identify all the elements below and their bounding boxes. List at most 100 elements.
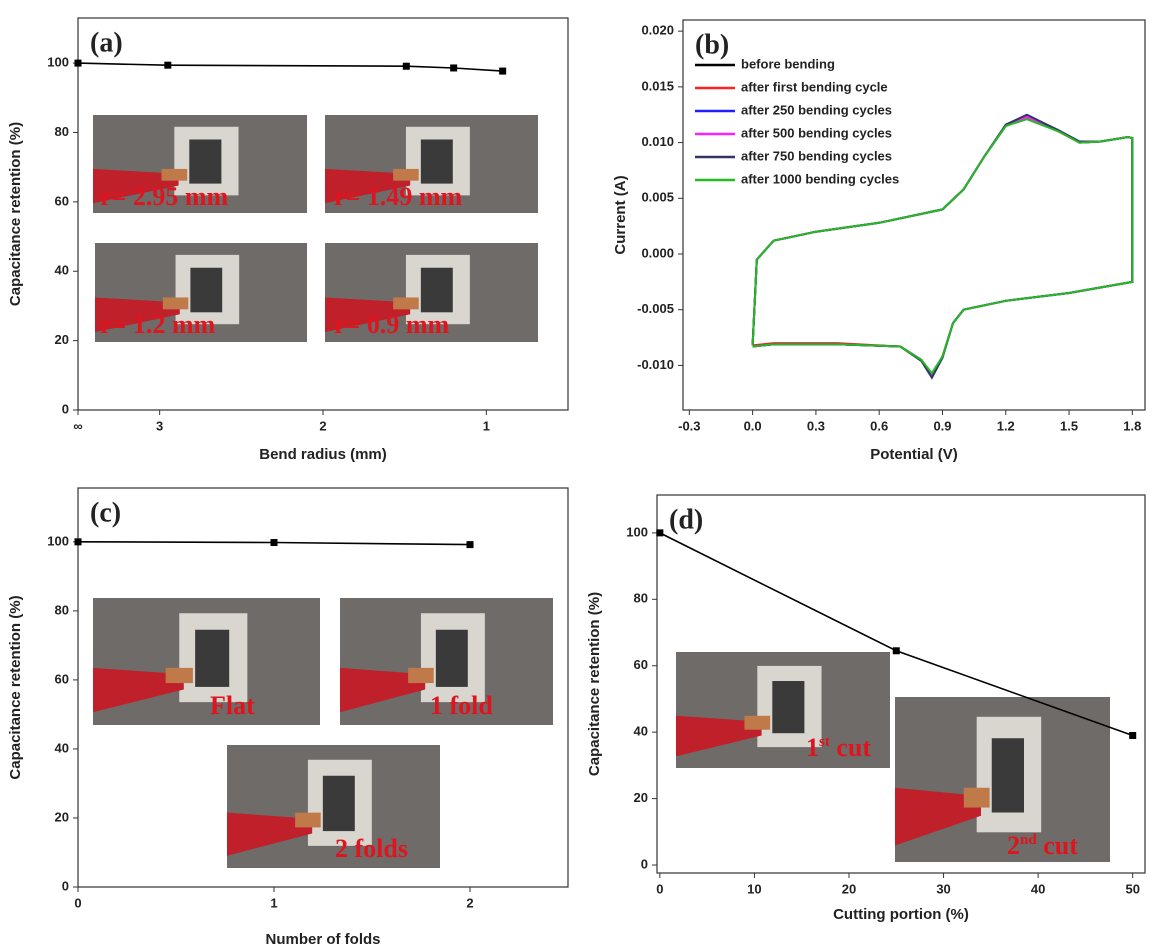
x-axis-title: Cutting portion (%) — [833, 906, 969, 923]
label-text: r= 2.95 mm — [100, 182, 229, 211]
photo-tape — [744, 716, 770, 730]
y-tick-label: 20 — [634, 790, 648, 805]
legend-label: before bending — [741, 56, 835, 71]
label-text: 1 — [806, 733, 819, 762]
photo-electrode — [992, 738, 1024, 812]
legend-label: after 1000 bending cycles — [741, 171, 899, 186]
data-point — [450, 64, 457, 71]
x-axis-title: Potential (V) — [870, 446, 958, 463]
panel-label: (d) — [669, 504, 703, 535]
x-tick-label: 0 — [74, 895, 81, 910]
y-tick-label: 40 — [55, 263, 69, 278]
data-point — [893, 647, 900, 654]
y-axis-title: Capacitance retention (%) — [7, 122, 24, 306]
photo-tape — [393, 297, 419, 309]
photo-electrode — [190, 268, 222, 313]
photo-label: 1 fold — [430, 691, 493, 720]
photo-tape — [166, 668, 193, 683]
photo: r= 0.9 mm — [325, 243, 538, 342]
y-tick-label: 60 — [55, 671, 69, 686]
photo-label: r= 1.49 mm — [334, 182, 463, 211]
x-tick-label: 0.9 — [933, 418, 951, 433]
photo: r= 1.49 mm — [325, 115, 538, 213]
label-text: r= 1.2 mm — [100, 310, 216, 339]
x-axis-title: Number of folds — [266, 931, 381, 948]
photo-electrode — [195, 630, 229, 687]
photo-label: 2nd cut — [1007, 831, 1078, 860]
y-tick-label: 0.020 — [641, 23, 674, 38]
photo-electrode — [323, 776, 355, 831]
series-line — [78, 63, 503, 71]
y-tick-label: 0 — [62, 401, 69, 416]
y-tick-label: 100 — [47, 533, 69, 548]
y-axis-title: Capacitance retention (%) — [586, 592, 603, 776]
label-text: 2 folds — [335, 834, 408, 863]
data-point — [75, 60, 82, 67]
photo: 1st cut — [676, 652, 890, 768]
x-tick-label: 0.6 — [870, 418, 888, 433]
y-tick-label: 0.015 — [641, 78, 674, 93]
data-point — [164, 62, 171, 69]
y-tick-label: 60 — [55, 193, 69, 208]
photo: 2 folds — [227, 745, 440, 868]
label-text: 1 fold — [430, 691, 493, 720]
x-tick-label: 0 — [656, 881, 663, 896]
photo-tape — [163, 297, 188, 309]
label-superscript: nd — [1020, 832, 1037, 848]
photo-electrode — [421, 268, 453, 313]
y-tick-label: 40 — [55, 740, 69, 755]
label-text: r= 1.49 mm — [334, 182, 463, 211]
photo: r= 2.95 mm — [93, 115, 307, 213]
data-point — [271, 539, 278, 546]
photo-label: 1st cut — [806, 733, 871, 762]
label-text-after: cut — [830, 733, 872, 762]
photo: 1 fold — [340, 598, 553, 725]
data-point — [403, 63, 410, 70]
label-text: 2 — [1007, 831, 1020, 860]
legend-label: after first bending cycle — [741, 79, 888, 94]
photo: 2nd cut — [895, 697, 1110, 862]
photo-tape — [964, 788, 990, 808]
panel: -0.010-0.0050.0000.0050.0100.0150.020-0.… — [612, 20, 1145, 463]
photo-label: r= 2.95 mm — [100, 182, 229, 211]
panel-label: (b) — [695, 29, 729, 60]
data-point — [656, 529, 663, 536]
photo-electrode — [436, 630, 468, 687]
x-tick-label: 30 — [936, 881, 950, 896]
x-tick-label: 1.5 — [1060, 418, 1078, 433]
y-tick-label: 100 — [626, 524, 648, 539]
photo: Flat — [93, 598, 320, 725]
x-tick-label: 3 — [156, 418, 163, 433]
x-tick-label: 1.2 — [997, 418, 1015, 433]
label-text: r= 0.9 mm — [334, 310, 450, 339]
figure: 020406080100∞321Bend radius (mm)Capacita… — [0, 0, 1152, 952]
photo-label: r= 1.2 mm — [100, 310, 216, 339]
data-point — [1129, 732, 1136, 739]
x-tick-label: -0.3 — [678, 418, 700, 433]
x-tick-label: 1 — [270, 895, 277, 910]
photo: r= 1.2 mm — [95, 243, 307, 342]
label-text: Flat — [210, 691, 255, 720]
data-point — [75, 538, 82, 545]
y-axis-title: Capacitance retention (%) — [7, 595, 24, 779]
x-tick-label: 50 — [1125, 881, 1139, 896]
label-superscript: st — [819, 734, 830, 750]
plot-frame — [78, 18, 568, 410]
photo-label: r= 0.9 mm — [334, 310, 450, 339]
legend-label: after 750 bending cycles — [741, 148, 892, 163]
panel-label: (c) — [90, 497, 121, 528]
y-tick-label: 80 — [55, 124, 69, 139]
photo-tape — [161, 169, 187, 181]
x-tick-label: 20 — [842, 881, 856, 896]
photo-tape — [295, 813, 321, 828]
data-point — [467, 541, 474, 548]
y-tick-label: -0.005 — [637, 301, 674, 316]
y-tick-label: 0 — [62, 878, 69, 893]
x-tick-label: 1.8 — [1123, 418, 1141, 433]
photo-label: 2 folds — [335, 834, 408, 863]
x-tick-label: 2 — [319, 418, 326, 433]
x-axis-title: Bend radius (mm) — [259, 446, 387, 463]
y-tick-label: 0.010 — [641, 134, 674, 149]
